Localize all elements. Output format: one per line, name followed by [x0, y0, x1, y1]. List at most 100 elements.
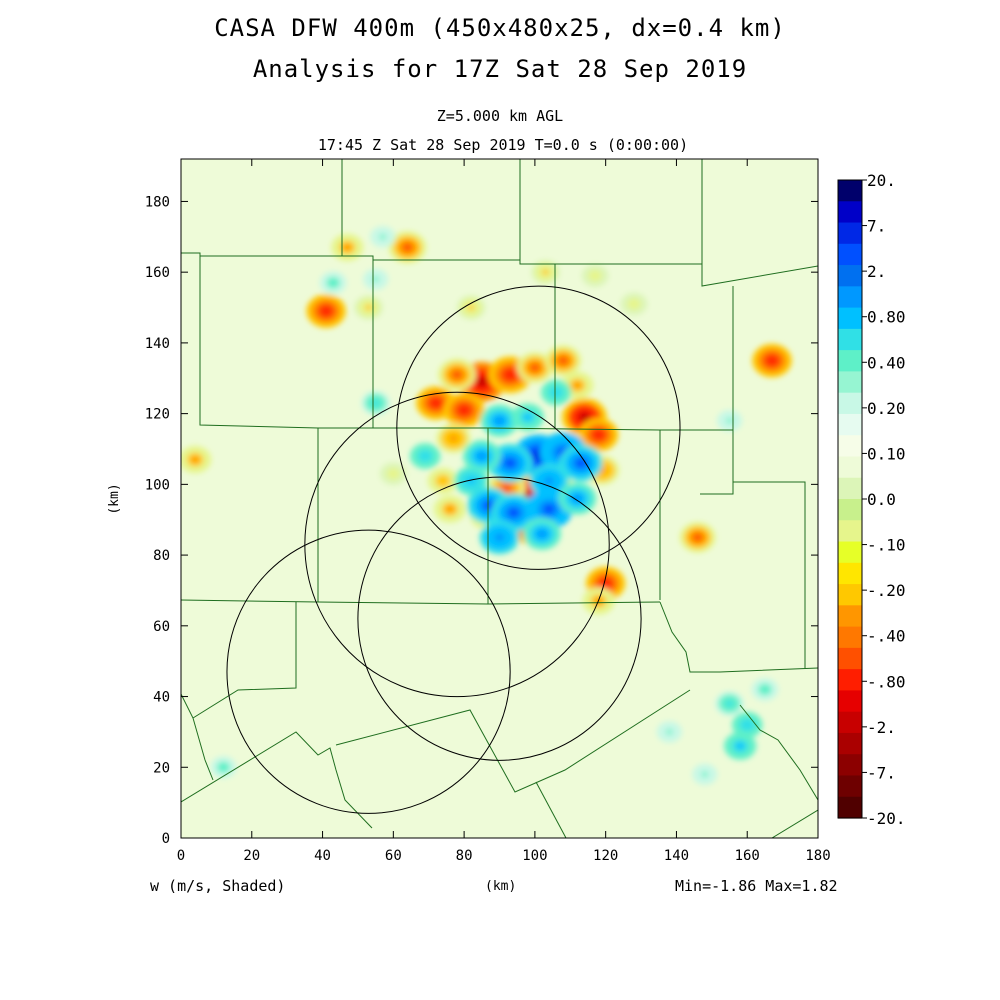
w-contour	[766, 356, 777, 365]
w-contour	[477, 452, 487, 461]
w-cell	[409, 443, 441, 469]
w-cell	[454, 466, 489, 496]
w-contour	[593, 430, 604, 440]
w-contour	[558, 356, 568, 365]
colorbar-swatch	[838, 605, 862, 628]
colorbar-swatch	[838, 371, 862, 394]
w-contour	[725, 700, 734, 707]
w-cell	[717, 410, 743, 432]
minmax-label: Min=-1.86 Max=1.82	[675, 877, 838, 895]
w-contour	[343, 244, 352, 251]
w-contour	[743, 721, 752, 729]
colorbar-label: 0.80	[867, 308, 906, 327]
colorbar-label: 0.40	[867, 353, 906, 372]
w-cell	[751, 678, 779, 701]
w-contour	[475, 376, 488, 387]
w-contour	[666, 729, 673, 735]
w-cell	[427, 467, 459, 494]
w-cell	[438, 358, 476, 391]
colorbar-swatch	[838, 520, 862, 543]
chart-title: CASA DFW 400m (450x480x25, dx=0.4 km)	[214, 14, 786, 42]
w-cell	[370, 226, 396, 248]
w-contour	[544, 476, 555, 486]
y-tick-label: 180	[145, 194, 170, 210]
y-tick-label: 80	[153, 548, 170, 564]
w-cell	[306, 294, 346, 328]
colorbar-swatch	[838, 350, 862, 372]
w-contour	[693, 533, 703, 542]
w-contour	[372, 276, 379, 282]
w-contour	[573, 381, 582, 389]
w-cell	[620, 292, 648, 316]
w-contour	[467, 304, 475, 311]
w-cell	[379, 462, 407, 486]
colorbar-swatch	[838, 456, 862, 479]
w-contour	[191, 456, 200, 463]
w-cell	[363, 268, 389, 290]
x-tick-label: 120	[593, 848, 618, 864]
w-cell	[523, 517, 561, 550]
chart-subtitle: Analysis for 17Z Sat 28 Sep 2019	[252, 55, 748, 83]
y-tick-label: 100	[145, 477, 170, 493]
colorbar-swatch	[838, 265, 862, 287]
w-contour	[390, 470, 397, 477]
w-contour	[445, 505, 454, 513]
w-contour	[572, 494, 583, 503]
w-cell	[692, 763, 718, 785]
w-cell	[656, 721, 682, 743]
w-cell	[354, 295, 383, 320]
w-cell	[516, 352, 553, 383]
w-contour	[483, 500, 495, 511]
w-contour	[449, 434, 458, 442]
w-contour	[452, 370, 462, 379]
y-tick-label: 120	[145, 407, 170, 423]
w-contour	[504, 370, 516, 380]
x-tick-label: 100	[522, 848, 547, 864]
colorbar-swatch	[838, 669, 862, 691]
w-cell	[436, 423, 471, 453]
colorbar-swatch	[838, 775, 862, 798]
colorbar-label: -.40	[867, 627, 906, 646]
w-contour	[494, 533, 505, 542]
colorbar-label: -7.	[867, 763, 896, 782]
colorbar-swatch	[838, 584, 862, 606]
w-contour	[543, 504, 555, 515]
range-ring	[226, 529, 511, 814]
y-tick-label: 60	[153, 619, 170, 635]
colorbar-swatch	[838, 626, 862, 649]
w-contour	[364, 304, 373, 311]
w-contour	[501, 483, 512, 492]
w-cell	[545, 345, 582, 376]
y-tick-label: 160	[145, 265, 170, 281]
w-cell	[479, 520, 520, 555]
w-cell	[511, 403, 544, 431]
level-label: Z=5.000 km AGL	[436, 107, 564, 125]
x-tick-label: 40	[314, 848, 331, 864]
w-cell	[480, 404, 519, 437]
w-cell	[679, 522, 716, 553]
colorbar-swatch	[838, 711, 862, 734]
w-contour	[591, 272, 599, 279]
w-cell	[581, 264, 609, 288]
w-contour	[458, 405, 470, 415]
colorbar-swatch	[838, 307, 862, 330]
w-contour	[220, 764, 227, 770]
colorbar-swatch	[838, 222, 862, 245]
y-tick-label: 20	[153, 760, 170, 776]
x-tick-label: 160	[735, 848, 760, 864]
colorbar-swatch	[838, 562, 862, 585]
colorbar-label: 2.	[867, 262, 886, 281]
w-contour	[494, 416, 505, 425]
w-contour	[630, 301, 638, 307]
w-contour	[508, 507, 520, 518]
w-contour	[600, 579, 611, 588]
w-cell	[331, 233, 364, 262]
range-ring	[396, 285, 681, 570]
colorbar-swatch	[838, 328, 862, 351]
colorbar-swatch	[838, 286, 862, 309]
x-tick-label: 80	[456, 848, 473, 864]
w-contour	[504, 458, 516, 468]
y-tick-label: 40	[153, 690, 170, 706]
w-contour	[379, 234, 386, 240]
